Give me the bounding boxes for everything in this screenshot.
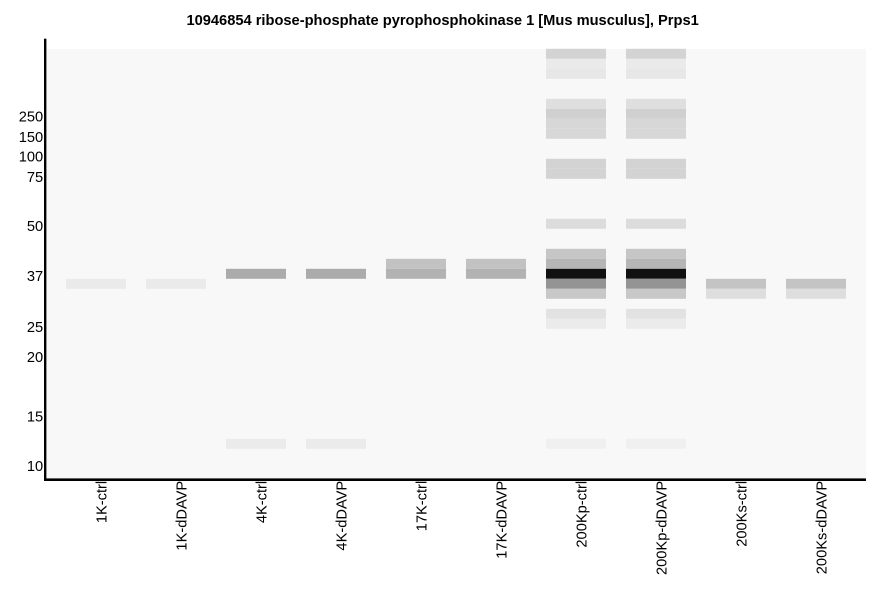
- svg-text:1K-ctrl: 1K-ctrl: [94, 481, 110, 523]
- svg-text:10: 10: [27, 459, 43, 475]
- svg-text:20: 20: [27, 350, 43, 366]
- svg-text:1K-dDAVP: 1K-dDAVP: [174, 481, 190, 551]
- svg-text:200Ks-dDAVP: 200Ks-dDAVP: [814, 481, 830, 574]
- svg-text:4K-ctrl: 4K-ctrl: [254, 481, 270, 523]
- svg-text:75: 75: [27, 170, 43, 186]
- svg-text:17K-ctrl: 17K-ctrl: [414, 481, 430, 532]
- svg-text:4K-dDAVP: 4K-dDAVP: [334, 481, 350, 551]
- svg-text:10946854 ribose-phosphate pyro: 10946854 ribose-phosphate pyrophosphokin…: [186, 13, 698, 29]
- svg-text:100: 100: [19, 150, 43, 166]
- svg-text:150: 150: [19, 130, 43, 146]
- svg-text:50: 50: [27, 219, 43, 235]
- svg-text:25: 25: [27, 320, 43, 336]
- svg-text:37: 37: [27, 269, 43, 285]
- svg-text:15: 15: [27, 410, 43, 426]
- svg-text:17K-dDAVP: 17K-dDAVP: [494, 481, 510, 559]
- svg-text:250: 250: [19, 110, 43, 126]
- svg-text:200Kp-ctrl: 200Kp-ctrl: [574, 481, 590, 548]
- svg-text:200Kp-dDAVP: 200Kp-dDAVP: [654, 481, 670, 575]
- svg-text:200Ks-ctrl: 200Ks-ctrl: [734, 481, 750, 547]
